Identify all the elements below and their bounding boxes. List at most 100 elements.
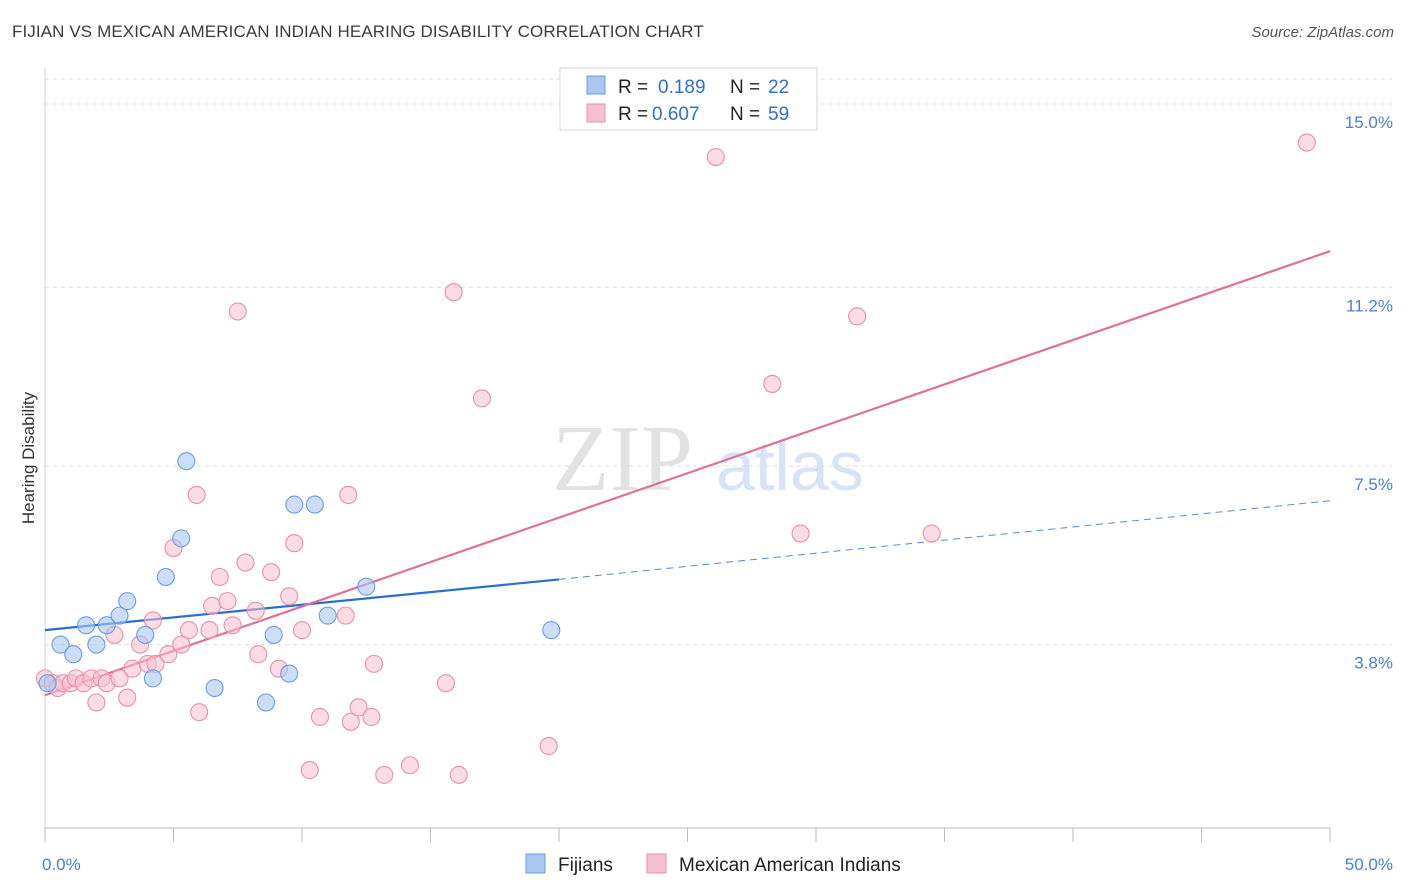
x-tick-label-end: 50.0% bbox=[1345, 855, 1393, 874]
point-mexican bbox=[246, 601, 265, 620]
chart-title: FIJIAN VS MEXICAN AMERICAN INDIAN HEARIN… bbox=[12, 22, 704, 41]
point-fijians bbox=[357, 577, 376, 596]
point-fijians bbox=[110, 606, 129, 625]
y-axis-label: Hearing Disability bbox=[19, 391, 38, 524]
legend-n-value-1: 59 bbox=[768, 104, 789, 125]
legend-n-label-1: N = bbox=[730, 104, 760, 125]
point-fijians bbox=[305, 495, 324, 514]
point-fijians bbox=[143, 669, 162, 688]
point-mexican bbox=[236, 553, 255, 572]
point-mexican bbox=[310, 707, 330, 727]
point-fijians bbox=[77, 616, 96, 635]
point-mexican bbox=[848, 307, 867, 326]
y-tick-label: 11.2% bbox=[1346, 296, 1393, 315]
point-mexican bbox=[292, 621, 312, 640]
point-mexican bbox=[1297, 133, 1316, 152]
point-mexican bbox=[706, 148, 725, 167]
point-mexican bbox=[159, 645, 178, 664]
bottom-legend-label-fijians: Fijians bbox=[558, 855, 613, 876]
point-mexican bbox=[362, 707, 381, 727]
point-fijians bbox=[280, 664, 299, 683]
point-mexican bbox=[210, 567, 229, 587]
y-tick-label: 15.0% bbox=[1345, 113, 1393, 132]
legend-r-label-1: R = bbox=[618, 104, 648, 125]
point-mexican bbox=[400, 756, 419, 775]
point-mexican bbox=[228, 302, 247, 321]
trend-line-fijians-extension bbox=[558, 500, 1331, 580]
point-mexican bbox=[341, 712, 360, 731]
y-tick-label: 7.5% bbox=[1354, 475, 1393, 494]
point-mexican bbox=[339, 485, 358, 504]
point-mexican bbox=[336, 606, 355, 625]
legend-swatch-mexican bbox=[586, 103, 606, 123]
point-fijians bbox=[51, 635, 70, 654]
axes bbox=[44, 68, 1331, 842]
x-tick-label-start: 0.0% bbox=[42, 855, 81, 874]
tick-labels: 3.8% 7.5% 11.2% 15.0% 0.0% 50.0% bbox=[42, 113, 1393, 874]
point-mexican bbox=[444, 283, 463, 302]
legend-r-value-0: 0.189 bbox=[658, 77, 706, 98]
bottom-legend-swatch-mexican bbox=[646, 853, 667, 874]
point-mexican bbox=[249, 645, 268, 664]
legend-n-label-0: N = bbox=[730, 77, 760, 98]
point-fijians bbox=[64, 645, 83, 664]
source-credit: Source: ZipAtlas.com bbox=[1251, 24, 1394, 41]
point-fijians bbox=[264, 625, 283, 644]
point-mexican bbox=[223, 616, 242, 635]
point-fijians bbox=[285, 495, 304, 514]
point-mexican bbox=[763, 374, 782, 393]
watermark-zip: ZIP bbox=[552, 407, 693, 511]
point-mexican bbox=[436, 674, 455, 693]
point-mexican bbox=[472, 389, 491, 408]
point-mexican bbox=[449, 765, 468, 784]
point-mexican bbox=[87, 693, 106, 712]
point-mexican bbox=[118, 688, 137, 707]
point-mexican bbox=[190, 703, 209, 722]
point-mexican bbox=[179, 621, 198, 640]
legend: R = 0.189 N = 22 R = 0.607 N = 59 bbox=[559, 67, 818, 131]
point-mexican bbox=[539, 736, 558, 755]
point-fijians bbox=[38, 674, 57, 693]
point-fijians bbox=[318, 606, 337, 625]
bottom-legend: Fijians Mexican American Indians bbox=[525, 853, 901, 876]
point-fijians bbox=[97, 616, 116, 635]
y-tick-label: 3.8% bbox=[1354, 654, 1393, 673]
point-fijians bbox=[136, 625, 155, 644]
point-mexican bbox=[922, 524, 941, 543]
point-fijians bbox=[256, 693, 276, 712]
point-mexican bbox=[143, 611, 162, 630]
point-mexican bbox=[364, 654, 384, 673]
point-mexican bbox=[349, 698, 368, 717]
point-mexican bbox=[285, 534, 304, 553]
point-mexican bbox=[218, 592, 237, 611]
data-points bbox=[35, 133, 1316, 784]
point-fijians bbox=[177, 452, 196, 471]
trend-line-mexican bbox=[44, 250, 1331, 697]
point-mexican bbox=[375, 765, 394, 784]
point-mexican bbox=[200, 621, 219, 640]
point-mexican bbox=[123, 659, 142, 678]
point-mexican bbox=[110, 669, 129, 688]
point-fijians bbox=[205, 678, 224, 698]
point-mexican bbox=[203, 596, 222, 616]
point-mexican bbox=[262, 563, 281, 582]
point-mexican bbox=[187, 485, 206, 504]
trend-line-fijians bbox=[44, 578, 560, 632]
point-mexican bbox=[172, 635, 191, 654]
point-mexican bbox=[300, 761, 319, 780]
legend-n-value-0: 22 bbox=[768, 77, 789, 98]
point-mexican bbox=[791, 524, 810, 543]
point-mexican bbox=[280, 587, 299, 606]
bottom-legend-label-mexican: Mexican American Indians bbox=[679, 855, 901, 876]
legend-swatch-fijians bbox=[586, 75, 606, 95]
bottom-legend-swatch-fijians bbox=[525, 853, 546, 874]
point-fijians bbox=[172, 529, 191, 548]
legend-r-label-0: R = bbox=[618, 77, 648, 98]
point-fijians bbox=[87, 635, 106, 654]
point-fijians bbox=[156, 567, 175, 587]
trend-lines bbox=[44, 250, 1331, 697]
point-fijians bbox=[542, 621, 561, 640]
legend-r-value-1: 0.607 bbox=[652, 104, 700, 125]
point-fijians bbox=[118, 592, 137, 611]
